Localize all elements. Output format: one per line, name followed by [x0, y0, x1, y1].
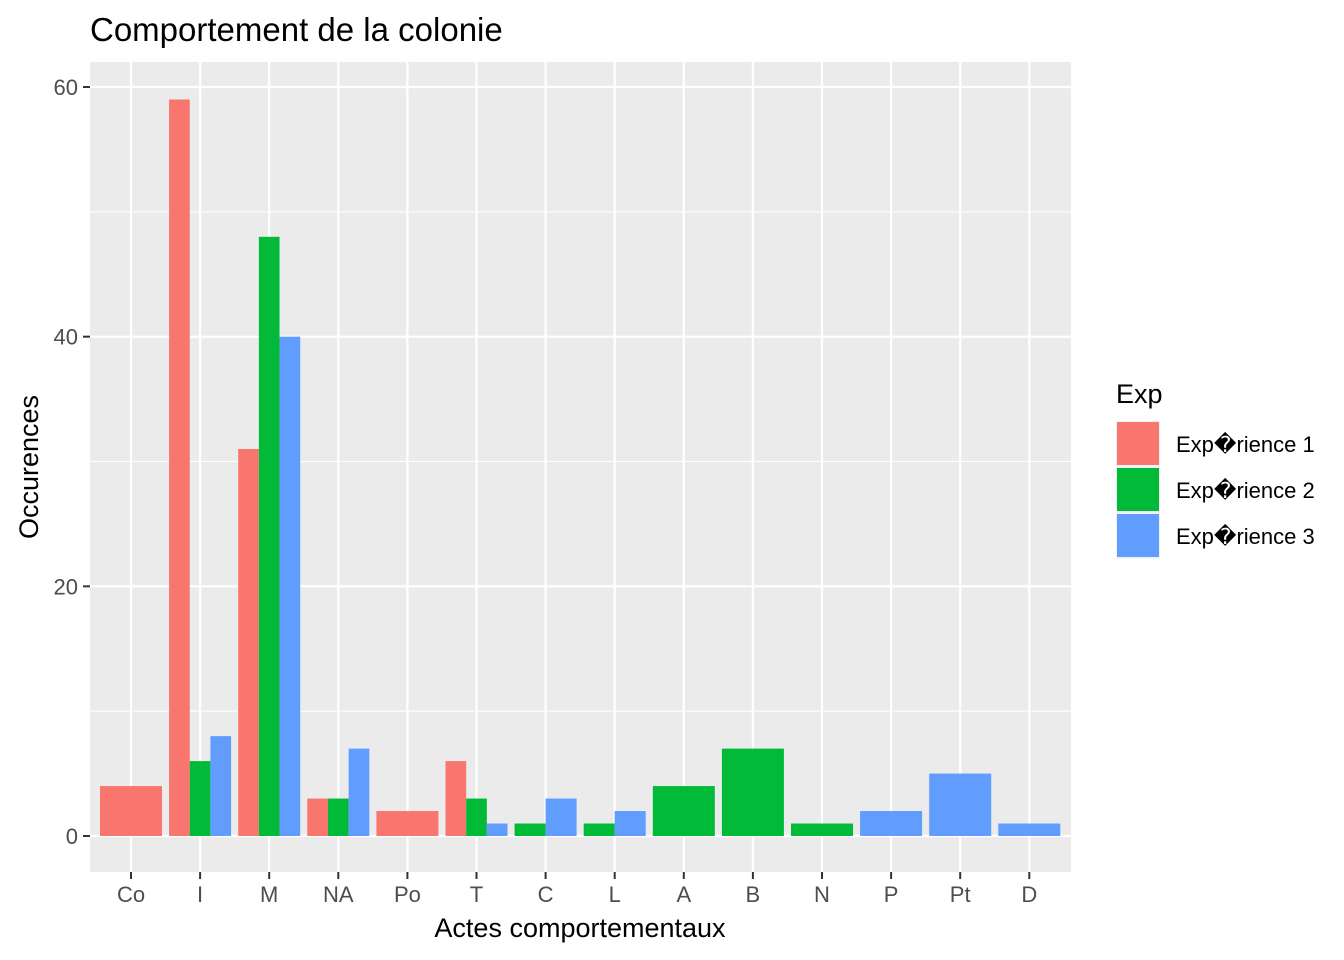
x-tick-label: Co — [117, 882, 145, 907]
bar-D-series-3 — [998, 823, 1061, 836]
major-gridlines — [90, 62, 1071, 872]
bar-T-series-3 — [486, 823, 508, 836]
plot-panel — [90, 62, 1071, 872]
bar-A-series-2 — [652, 786, 715, 836]
y-tick-label: 60 — [54, 75, 78, 100]
legend-label: Exp�rience 1 — [1176, 431, 1315, 457]
y-axis: 0 20 40 60 — [54, 75, 90, 849]
x-tick-label: B — [746, 882, 761, 907]
x-tick-label: D — [1021, 882, 1037, 907]
chart-title: Comportement de la colonie — [90, 11, 503, 48]
bar-I-series-1 — [169, 99, 190, 836]
x-tick-label: T — [470, 882, 483, 907]
bar-Co-series-1 — [100, 786, 162, 836]
legend-swatch — [1117, 514, 1159, 557]
x-tick-label: I — [197, 882, 203, 907]
bar-Po-series-1 — [376, 811, 439, 836]
x-axis: Co I M NA Po T C L A B N P Pt D — [117, 872, 1037, 907]
bar-Pt-series-3 — [929, 773, 992, 836]
legend-title: Exp — [1116, 379, 1163, 409]
x-tick-label: A — [676, 882, 691, 907]
y-axis-title: Occurences — [14, 395, 44, 539]
bar-L-series-3 — [614, 811, 646, 836]
bar-I-series-3 — [210, 736, 232, 836]
bar-L-series-2 — [583, 823, 615, 836]
x-tick-label: N — [814, 882, 830, 907]
legend-swatch — [1117, 468, 1159, 511]
x-tick-label: P — [884, 882, 899, 907]
bar-NA-series-1 — [307, 798, 328, 836]
bar-M-series-1 — [238, 449, 259, 836]
bar-C-series-2 — [514, 823, 546, 836]
bar-P-series-3 — [860, 811, 923, 836]
bar-T-series-2 — [466, 798, 487, 836]
bar-T-series-1 — [445, 761, 467, 836]
bar-I-series-2 — [189, 761, 211, 836]
legend: Exp Exp�rience 1 Exp�rience 2 Exp�rience 3 — [1116, 379, 1315, 559]
x-tick-label: Po — [394, 882, 421, 907]
bar-M-series-3 — [279, 336, 301, 836]
x-tick-label: C — [538, 882, 554, 907]
legend-label: Exp�rience 3 — [1176, 523, 1315, 549]
bar-NA-series-2 — [327, 798, 349, 836]
x-axis-title: Actes comportementaux — [434, 913, 726, 943]
bar-C-series-3 — [545, 798, 577, 836]
x-tick-label: L — [609, 882, 621, 907]
y-tick-label: 40 — [54, 325, 78, 350]
bar-N-series-2 — [791, 823, 853, 836]
legend-label: Exp�rience 2 — [1176, 477, 1315, 503]
bar-M-series-2 — [258, 236, 280, 837]
y-tick-label: 20 — [54, 574, 78, 599]
y-tick-label: 0 — [66, 824, 78, 849]
bar-NA-series-3 — [348, 748, 370, 836]
legend-swatch — [1117, 422, 1159, 465]
x-tick-label: NA — [323, 882, 354, 907]
x-tick-label: M — [260, 882, 278, 907]
bars — [100, 99, 1061, 837]
x-tick-label: Pt — [950, 882, 971, 907]
bar-B-series-2 — [721, 748, 784, 836]
